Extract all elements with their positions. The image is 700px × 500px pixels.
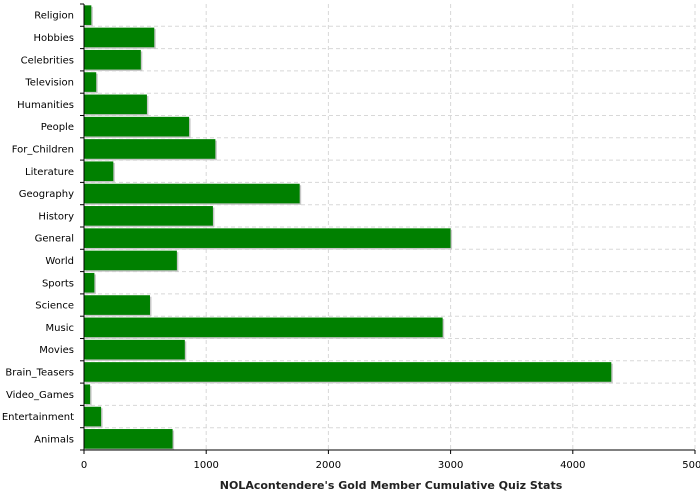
y-tick-label: Science <box>35 301 74 312</box>
bar-history <box>84 206 213 226</box>
y-tick-label: Music <box>46 323 74 334</box>
bar-television <box>84 72 97 92</box>
x-tick-labels: 0 1000 2000 3000 4000 5000 <box>81 460 700 471</box>
y-tick-label: People <box>41 122 74 133</box>
y-tick-label: General <box>35 234 74 245</box>
x-axis-title: NOLAcontendere's Gold Member Cumulative … <box>220 479 563 492</box>
bar-religion <box>84 5 92 25</box>
y-tick-label: Literature <box>25 167 74 178</box>
y-tick-label: Hobbies <box>34 33 74 44</box>
bar-general <box>84 228 451 248</box>
bar-entertainment <box>84 406 102 427</box>
bar-hobbies <box>84 27 155 48</box>
x-tick-label: 4000 <box>560 460 585 471</box>
y-tick-label: Television <box>24 78 74 89</box>
x-tick-label: 1000 <box>193 460 218 471</box>
y-tick-label: Movies <box>39 345 74 356</box>
axes <box>80 3 696 454</box>
y-tick-labels: Religion Hobbies Celebrities Television Huma… <box>2 11 74 446</box>
y-tick-label: Religion <box>34 11 74 22</box>
bar-celebrities <box>84 49 141 70</box>
bar-movies <box>84 339 185 360</box>
bar-brain-teasers <box>84 362 612 382</box>
y-tick-label: For_Children <box>12 144 74 155</box>
bar-world <box>84 250 177 271</box>
bar-animals <box>84 429 173 449</box>
x-tick-label: 2000 <box>316 460 341 471</box>
bar-video-games <box>84 384 91 405</box>
y-tick-label: History <box>38 211 74 222</box>
y-tick-label: Animals <box>34 434 74 445</box>
bar-people <box>84 116 190 137</box>
bar-for-children <box>84 139 216 159</box>
y-tick-label: Entertainment <box>2 412 74 423</box>
y-tick-label: Brain_Teasers <box>5 367 74 378</box>
bar-science <box>84 295 150 315</box>
bar-sports <box>84 272 95 293</box>
x-tick-label: 0 <box>81 460 87 471</box>
y-tick-label: Celebrities <box>21 55 74 66</box>
y-tick-label: World <box>45 256 74 267</box>
x-tick-label: 3000 <box>438 460 463 471</box>
y-tick-label: Video_Games <box>6 390 74 401</box>
bar-music <box>84 317 443 338</box>
bars <box>84 5 613 451</box>
bar-geography <box>84 183 300 204</box>
x-tick-label: 5000 <box>682 460 700 471</box>
y-tick-label: Humanities <box>17 100 74 111</box>
y-tick-label: Geography <box>19 189 74 200</box>
bar-humanities <box>84 94 147 115</box>
bar-literature <box>84 161 114 182</box>
y-tick-label: Sports <box>42 278 74 289</box>
